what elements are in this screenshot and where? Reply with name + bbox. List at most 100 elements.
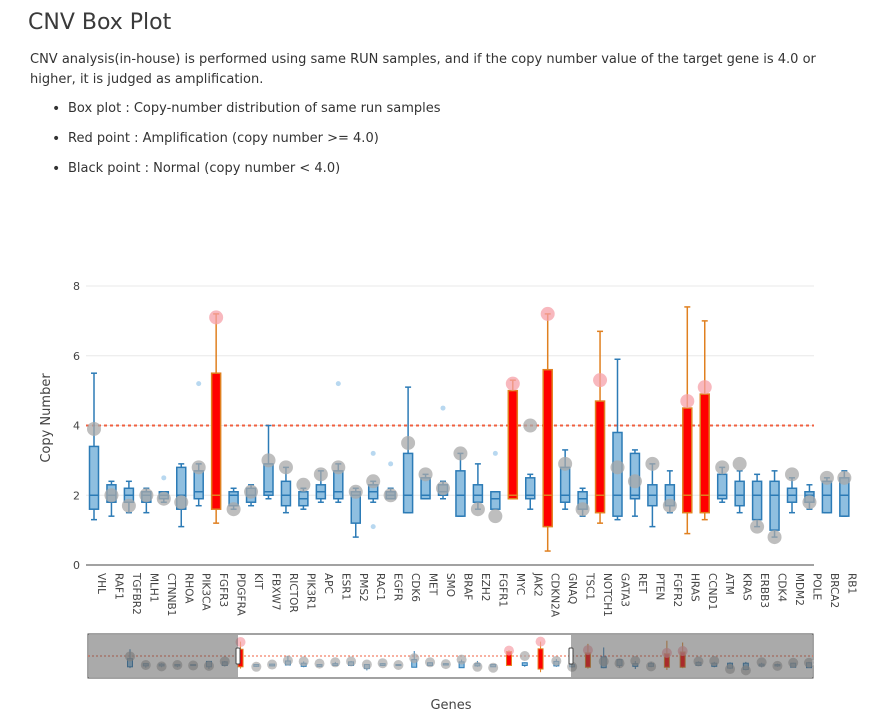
box-iqr[interactable] [280,480,292,507]
box-rac1[interactable] [366,450,381,530]
box-braf[interactable] [453,446,468,517]
box-raf1[interactable] [104,480,119,517]
normal-point[interactable] [627,474,642,489]
box-egfr[interactable] [383,461,398,503]
box-fgfr3[interactable] [209,310,224,524]
box-rb1[interactable] [837,470,852,517]
box-pdgfra[interactable] [226,487,241,517]
normal-point[interactable] [104,488,119,503]
box-apc[interactable] [313,467,328,503]
box-smo[interactable] [436,405,450,500]
normal-point[interactable] [331,460,346,475]
normal-point[interactable] [261,453,276,468]
normal-point[interactable] [121,498,136,513]
box-iqr[interactable] [210,372,222,510]
box-pms2[interactable] [348,484,363,538]
box-ctnnb1[interactable] [156,475,171,506]
outlier-point[interactable] [440,405,446,411]
normal-point[interactable] [785,467,799,482]
outlier-point[interactable] [196,381,202,387]
box-iqr[interactable] [682,407,693,514]
normal-point[interactable] [645,456,660,471]
range-slider-mask-left[interactable] [89,635,238,677]
outlier-point[interactable] [492,450,498,456]
normal-point[interactable] [802,495,817,510]
box-brca2[interactable] [819,470,834,514]
box-ret[interactable] [627,449,642,517]
box-iqr[interactable] [333,470,344,500]
range-slider[interactable] [87,633,814,679]
box-iqr[interactable] [490,491,501,510]
box-series[interactable] [87,306,852,552]
box-iqr[interactable] [402,452,414,514]
normal-point[interactable] [226,502,241,517]
normal-point[interactable] [837,470,852,485]
box-tgfbr2[interactable] [121,480,136,514]
box-cdkn2a[interactable] [540,306,555,552]
box-ezh2[interactable] [470,463,485,517]
normal-point[interactable] [715,460,730,475]
box-fgfr2[interactable] [662,470,677,514]
outlier-point[interactable] [388,461,394,467]
box-pten[interactable] [645,456,660,528]
normal-point[interactable] [436,481,450,496]
range-slider-handle-left[interactable] [235,647,241,665]
box-iqr[interactable] [507,389,519,500]
box-iqr[interactable] [751,480,763,521]
box-pik3ca[interactable] [191,381,206,507]
amplification-point[interactable] [505,376,520,391]
box-mdm2[interactable] [785,467,799,514]
normal-point[interactable] [662,498,677,513]
box-iqr[interactable] [88,445,100,510]
range-slider-mask-right[interactable] [571,635,812,677]
box-notch1[interactable] [593,330,608,524]
normal-point[interactable] [470,502,485,517]
outlier-point[interactable] [370,450,376,456]
box-kras[interactable] [732,456,747,514]
normal-point[interactable] [139,488,154,503]
amplification-point[interactable] [209,310,224,325]
box-iqr[interactable] [821,480,833,514]
box-myc[interactable] [505,376,520,500]
normal-point[interactable] [348,484,363,499]
box-rictor[interactable] [278,460,293,514]
normal-point[interactable] [278,460,293,475]
box-tsc1[interactable] [575,487,590,517]
normal-point[interactable] [558,456,573,471]
outlier-point[interactable] [370,524,376,530]
box-iqr[interactable] [559,466,571,503]
box-iqr[interactable] [193,470,204,500]
normal-point[interactable] [401,435,416,450]
box-iqr[interactable] [542,368,553,528]
box-fgfr1[interactable] [488,450,503,524]
normal-point[interactable] [156,491,171,506]
box-cdk6[interactable] [401,386,416,514]
normal-point[interactable] [174,495,189,510]
box-cdk4[interactable] [767,470,782,545]
box-gnaq[interactable] [558,449,573,510]
normal-point[interactable] [819,470,834,485]
box-rhoa[interactable] [174,463,189,528]
range-slider-handle-right[interactable] [568,647,574,665]
normal-point[interactable] [453,446,468,461]
normal-point[interactable] [523,418,538,433]
box-erbb3[interactable] [750,473,765,534]
box-fbxw7[interactable] [261,424,276,500]
amplification-point[interactable] [540,306,555,321]
normal-point[interactable] [313,467,328,482]
normal-point[interactable] [87,421,101,436]
outlier-point[interactable] [335,381,341,387]
normal-point[interactable] [732,456,747,471]
box-iqr[interactable] [525,477,536,500]
box-iqr[interactable] [734,480,745,507]
normal-point[interactable] [191,460,206,475]
box-pik3r1[interactable] [296,477,311,510]
amplification-point[interactable] [593,373,608,388]
normal-point[interactable] [244,484,259,499]
box-esr1[interactable] [331,381,346,503]
box-atm[interactable] [715,460,730,503]
box-met[interactable] [418,467,433,500]
normal-point[interactable] [767,530,782,545]
normal-point[interactable] [296,477,311,492]
